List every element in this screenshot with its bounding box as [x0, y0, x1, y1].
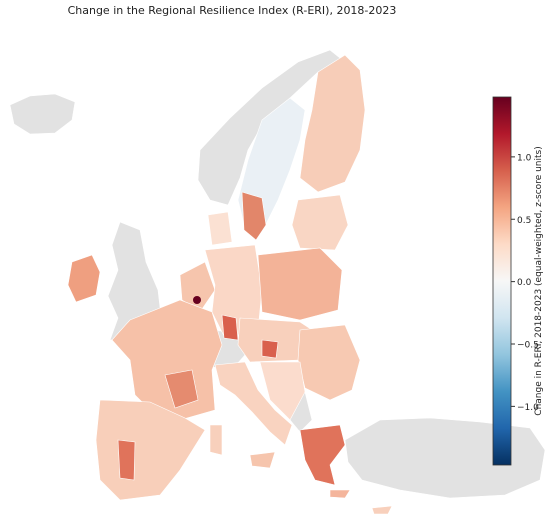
- region: [221, 314, 239, 341]
- region: [329, 489, 351, 499]
- region: [299, 424, 346, 486]
- region: [259, 361, 306, 421]
- region: [291, 194, 349, 251]
- region: [207, 211, 233, 246]
- colorbar-tick-label: 0.0: [517, 278, 532, 288]
- region: [249, 451, 276, 469]
- region: [241, 191, 267, 241]
- map-title: Change in the Regional Resilience Index …: [68, 4, 397, 17]
- region: [299, 54, 366, 193]
- no-data-region: [344, 417, 546, 499]
- region: [297, 324, 361, 401]
- region: [257, 247, 343, 321]
- region: [117, 439, 136, 481]
- region: [261, 339, 279, 359]
- region: [214, 361, 293, 446]
- region: [371, 505, 393, 515]
- colorbar-tick-label: 1.0: [517, 153, 532, 163]
- colorbar-label: Change in R-ERI, 2018-2023 (equal-weight…: [534, 146, 544, 415]
- region: [193, 296, 201, 304]
- region: [67, 254, 101, 303]
- no-data-region: [9, 93, 76, 135]
- colorbar: −1.0 −0.5 0.0 0.5 1.0: [492, 96, 539, 466]
- colorbar-tick-label: −1.0: [517, 403, 539, 413]
- region: [209, 424, 223, 456]
- colorbar-tick-label: −0.5: [517, 340, 539, 350]
- region: [164, 369, 199, 409]
- colorbar-scale: [492, 96, 512, 466]
- map: [9, 49, 546, 515]
- colorbar-tick-label: 0.5: [517, 216, 531, 226]
- region: [179, 261, 216, 313]
